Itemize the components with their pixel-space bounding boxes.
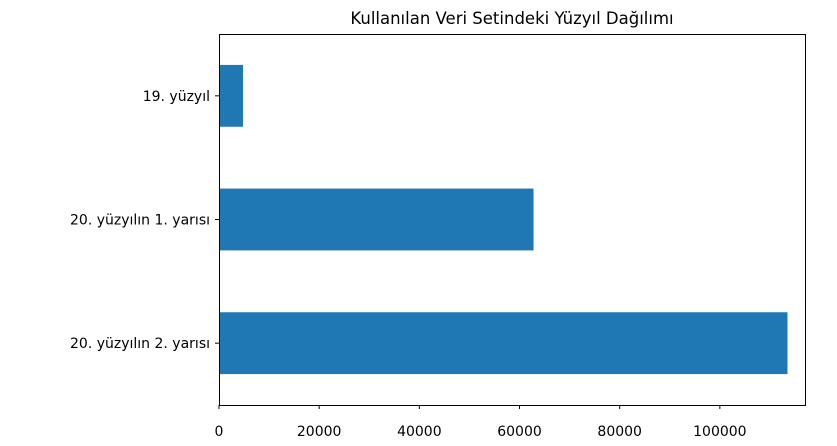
x-tick-label: 100000: [693, 424, 746, 440]
y-axis: 19. yüzyıl 20. yüzyılın 1. yarısı 20. yüzy…: [70, 89, 219, 352]
bars-layer: [219, 64, 788, 375]
x-tick-label: 0: [215, 424, 224, 440]
x-tick-label: 80000: [597, 424, 642, 440]
chart-title: Kullanılan Veri Setindeki Yüzyıl Dağılım…: [350, 9, 673, 28]
y-tick-label: 19. yüzyıl: [143, 89, 210, 105]
x-tick-label: 60000: [497, 424, 542, 440]
x-tick-label: 20000: [297, 424, 342, 440]
bar: [219, 312, 788, 375]
bar: [219, 64, 244, 127]
plot-frame: [219, 34, 806, 406]
y-tick-label: 20. yüzyılın 1. yarısı: [70, 213, 210, 229]
y-tick-label: 20. yüzyılın 2. yarısı: [70, 336, 210, 352]
x-axis: 0 20000 40000 60000 80000 100000: [215, 405, 747, 440]
x-tick-label: 40000: [397, 424, 442, 440]
bar: [219, 188, 534, 251]
